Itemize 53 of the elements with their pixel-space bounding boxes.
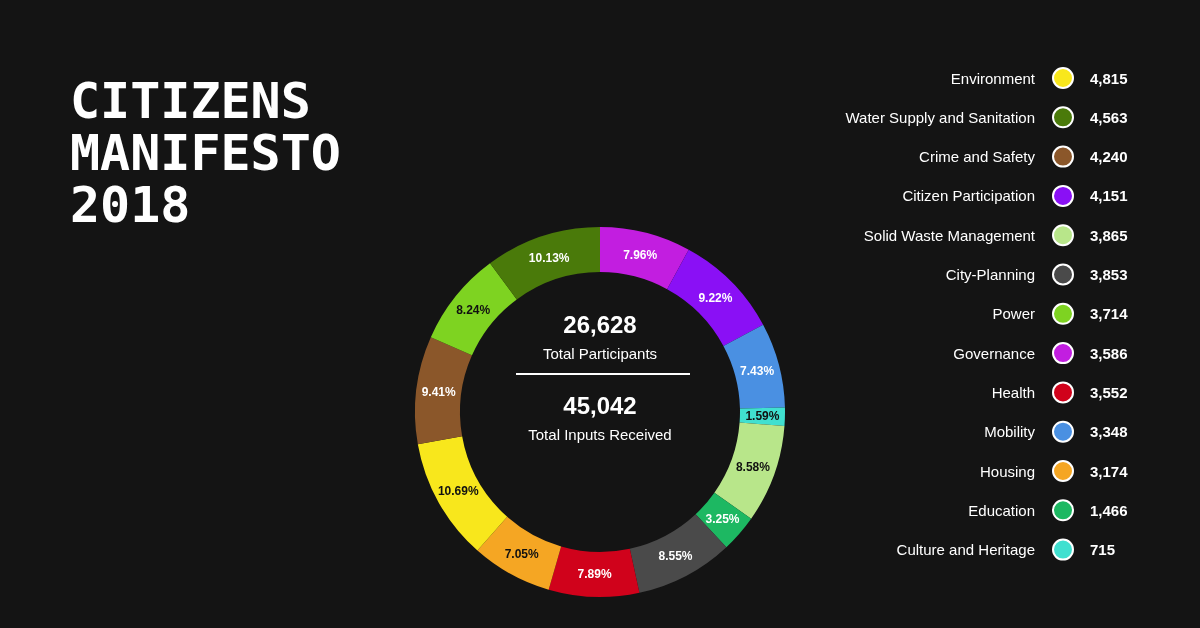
donut-slice <box>477 516 562 590</box>
data-label: 8.55% <box>658 548 693 563</box>
text: 45,042 <box>563 391 637 419</box>
text: 3,348 <box>1090 423 1128 441</box>
legend-label: Power <box>992 305 1035 323</box>
data-label: 8.58% <box>735 459 771 474</box>
data-label: 10.13% <box>528 250 570 265</box>
donut-slice <box>723 324 785 409</box>
legend-label: Citizen Participation <box>902 187 1035 205</box>
text: 4,151 <box>1090 187 1128 205</box>
data-label: 8.24% <box>456 303 491 318</box>
text: 3,714 <box>1090 305 1128 323</box>
legend-label: Water Supply and Sanitation <box>845 108 1035 126</box>
data-label: 3.25% <box>705 511 740 526</box>
text: 3,853 <box>1090 266 1128 283</box>
text: 3,865 <box>1090 226 1128 244</box>
legend-label: Health <box>991 383 1035 401</box>
donut-slice <box>490 227 600 300</box>
text: CITIZENS MANIFESTO 2018 <box>70 72 341 234</box>
donut-slice <box>430 263 517 356</box>
donut-slice <box>548 546 640 597</box>
data-label: 7.89% <box>577 567 612 582</box>
data-label: 7.43% <box>740 363 775 378</box>
data-label: 9.22% <box>698 290 733 305</box>
data-label: 7.05% <box>504 547 540 562</box>
legend-label: Housing <box>979 462 1035 480</box>
text: 3,552 <box>1090 383 1128 401</box>
legend-label: Culture and Heritage <box>896 541 1035 559</box>
legend-label: Mobility <box>984 423 1036 441</box>
legend-label: Environment <box>950 69 1036 87</box>
text: 4,563 <box>1090 108 1128 126</box>
text: 4,815 <box>1090 69 1128 87</box>
data-label: 10.69% <box>437 484 479 499</box>
legend-label: City-Planning <box>945 266 1035 283</box>
donut-slice <box>667 249 764 346</box>
text: 4,240 <box>1090 148 1128 166</box>
text: Total Inputs Received <box>528 425 672 443</box>
legend-label: Education <box>968 501 1035 519</box>
legend-label: Governance <box>953 344 1035 362</box>
data-label: 9.41% <box>421 385 457 400</box>
data-label: 7.96% <box>623 247 658 262</box>
legend-label: Solid Waste Management <box>863 226 1036 244</box>
donut-slice <box>415 337 472 445</box>
legend-label: Crime and Safety <box>919 148 1036 166</box>
text: 26,628 <box>563 310 637 338</box>
donut-slice <box>600 227 689 290</box>
text: Total Participants <box>542 344 658 362</box>
text: 1,466 <box>1090 501 1128 519</box>
donut-slice <box>417 436 508 551</box>
text: 3,586 <box>1090 344 1128 362</box>
text: 3,174 <box>1090 462 1128 480</box>
text: 715 <box>1090 541 1116 559</box>
data-label: 1.59% <box>745 409 780 424</box>
